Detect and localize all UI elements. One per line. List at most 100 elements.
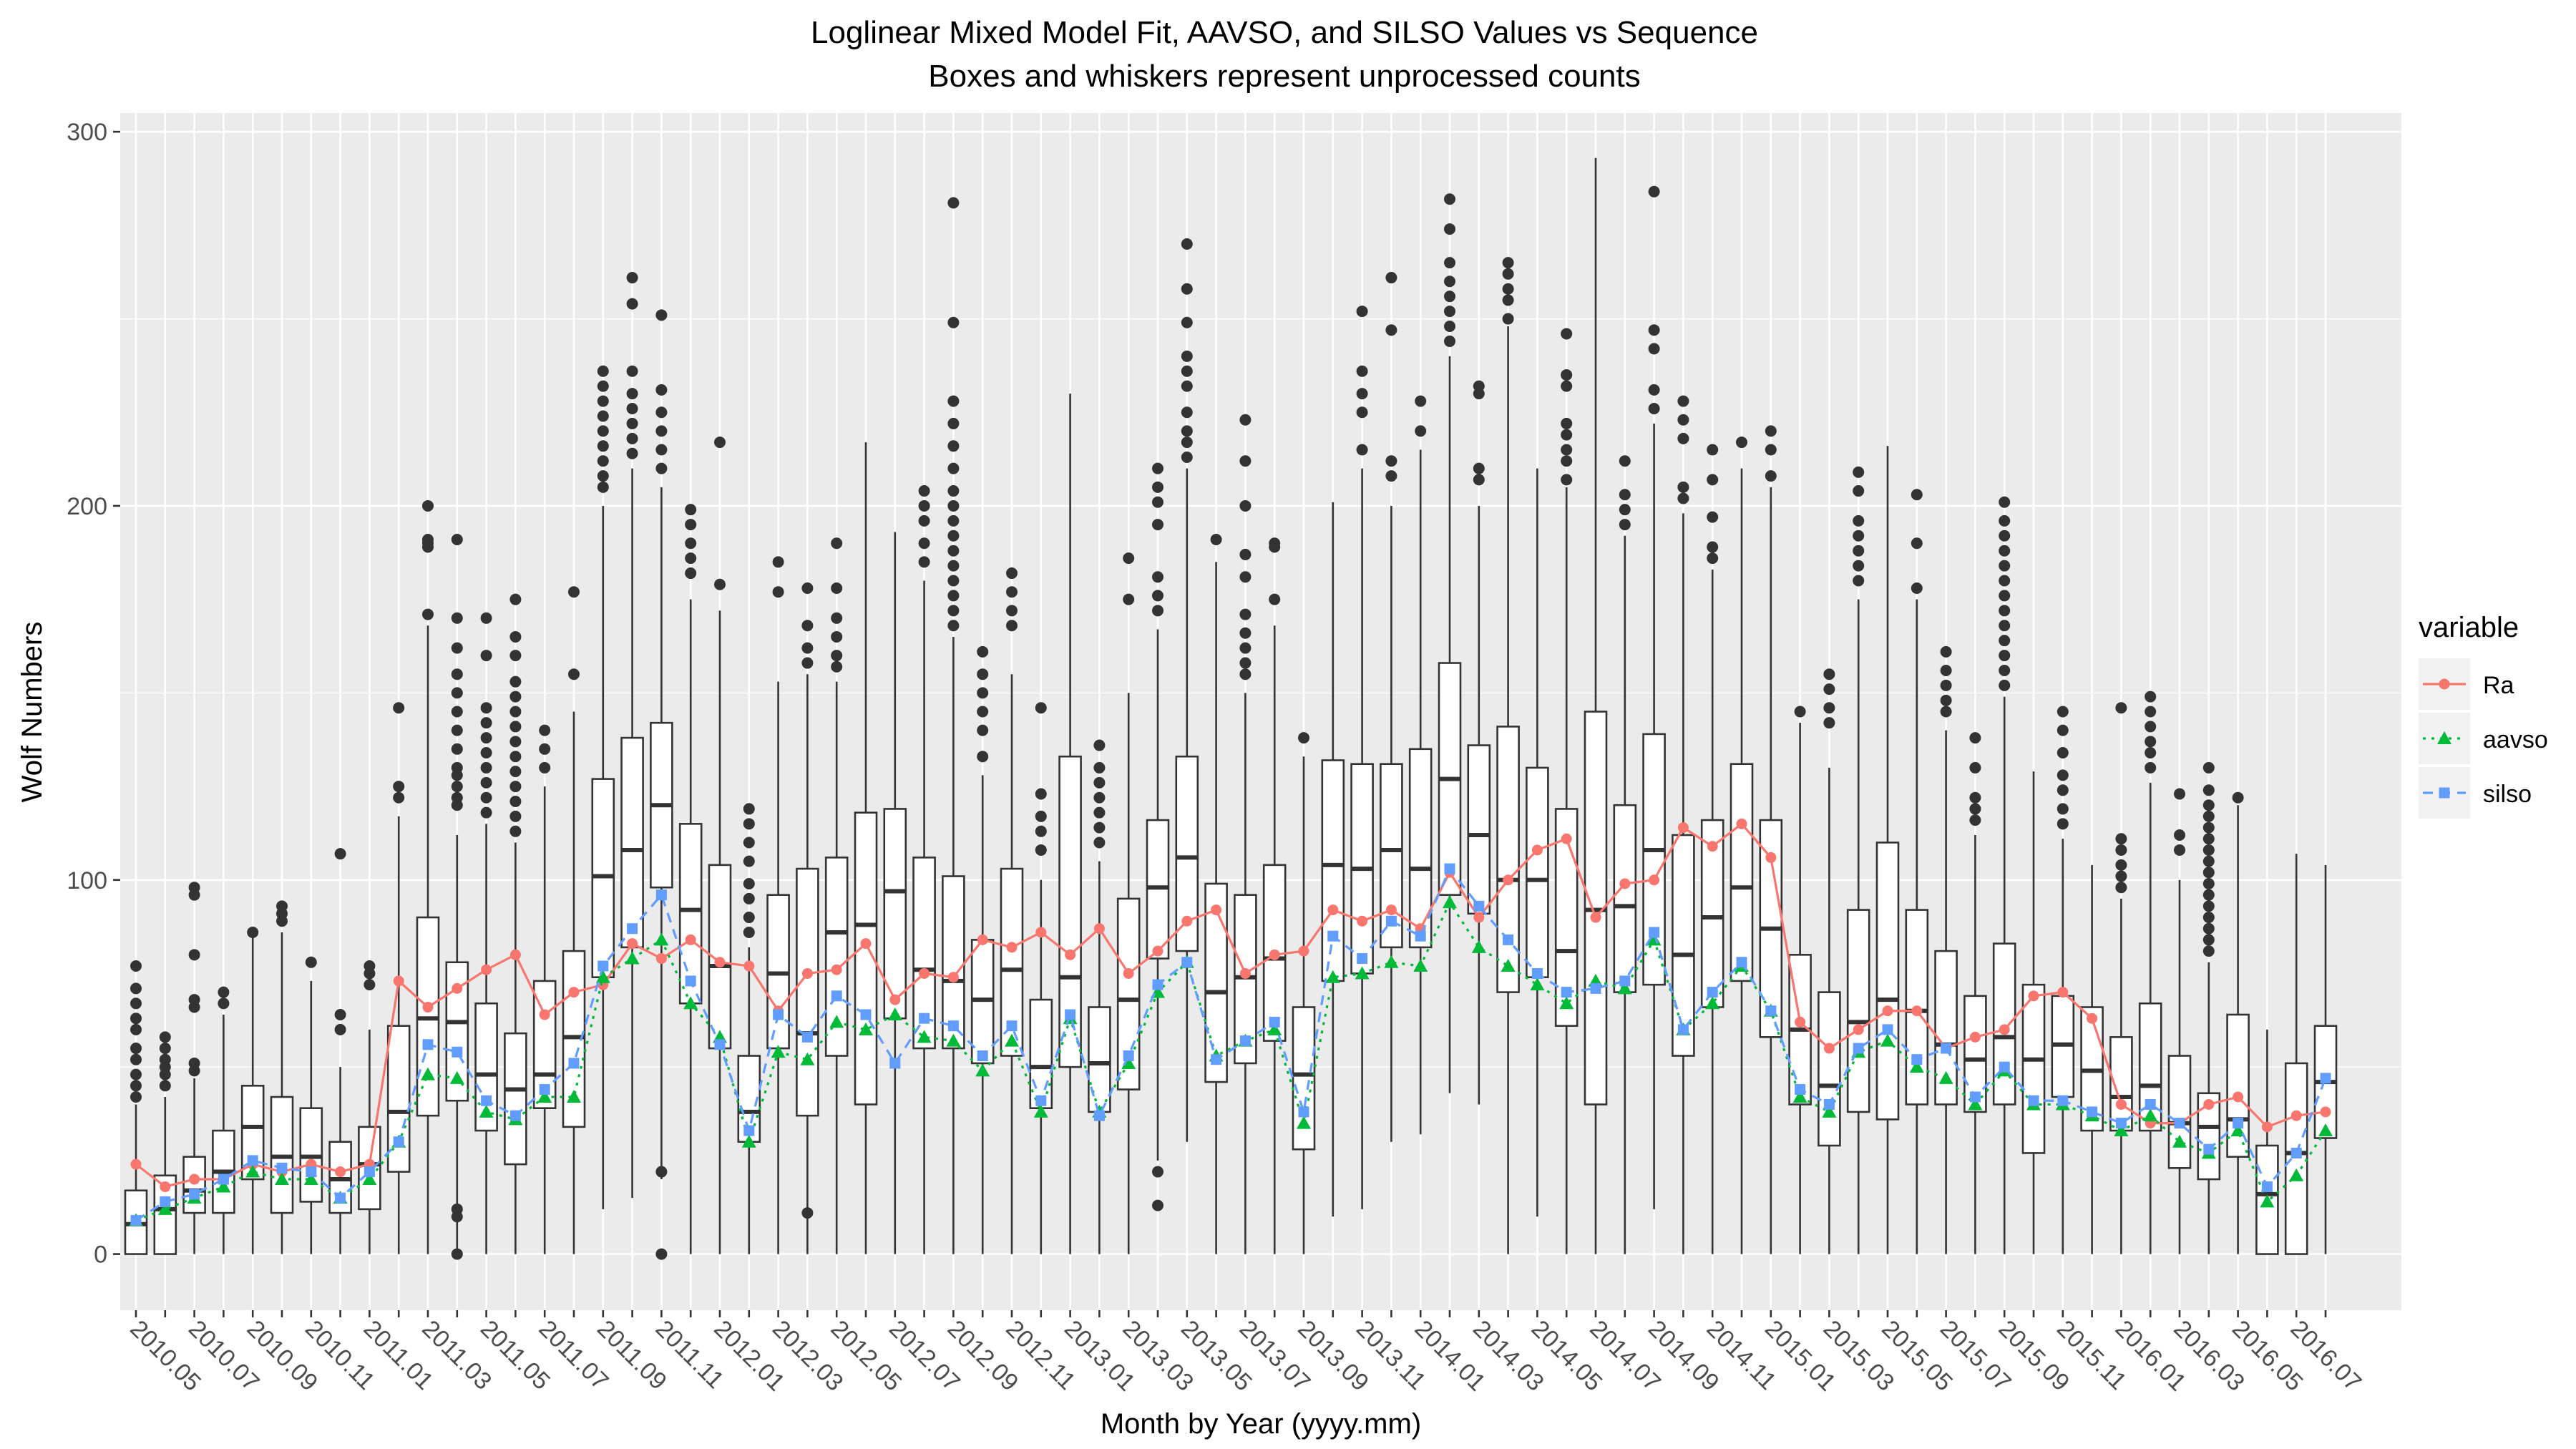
outlier-point <box>1619 504 1631 516</box>
outlier-point <box>977 724 989 736</box>
y-tick-label: 300 <box>67 119 107 146</box>
outlier-point <box>188 882 200 894</box>
outlier-point <box>1415 425 1427 437</box>
outlier-point <box>1940 706 1952 718</box>
series-point <box>1765 1005 1777 1017</box>
series-point <box>1705 996 1720 1010</box>
outlier-point <box>1093 776 1106 789</box>
series-point <box>683 996 698 1010</box>
series-point <box>1471 940 1486 953</box>
box <box>796 867 819 1117</box>
legend-label-silso: silso <box>2483 781 2532 808</box>
series-point <box>1823 1098 1835 1110</box>
outlier-point <box>1444 291 1455 303</box>
legend-label-Ra: Ra <box>2483 672 2514 699</box>
series-point <box>189 1189 200 1200</box>
outlier-point <box>539 761 551 774</box>
outlier-point <box>1561 444 1573 456</box>
outlier-point <box>1677 432 1689 444</box>
outlier-point <box>1239 608 1252 620</box>
outlier-point <box>626 298 638 310</box>
outlier-point <box>1707 541 1719 553</box>
outlier-point <box>1911 489 1923 501</box>
outlier-point <box>685 537 697 550</box>
outlier-point <box>2145 761 2157 774</box>
outlier-point <box>1239 668 1252 680</box>
outlier-point <box>2057 818 2069 830</box>
outlier-point <box>1444 321 1455 333</box>
outlier-point <box>1006 620 1018 632</box>
chart-title: Loglinear Mixed Model Fit, AAVSO, and SI… <box>811 15 1758 50</box>
outlier-point <box>1356 406 1368 419</box>
outlier-point <box>1473 380 1485 392</box>
outlier-point <box>509 736 522 748</box>
outlier-point <box>1999 650 2011 662</box>
series-point <box>1152 979 1163 990</box>
outlier-point <box>1969 803 1981 815</box>
series-point <box>157 1201 172 1215</box>
outlier-point <box>480 747 492 759</box>
outlier-point <box>831 537 843 550</box>
outlier-point <box>509 781 522 793</box>
outlier-point <box>451 743 463 755</box>
outlier-point <box>2202 784 2215 796</box>
outlier-point <box>685 504 697 516</box>
outlier-point <box>451 781 463 793</box>
outlier-point <box>1736 436 1747 449</box>
outlier-point <box>2145 691 2157 703</box>
outlier-point <box>1502 268 1514 280</box>
outlier-point <box>480 791 492 804</box>
outlier-point <box>2202 877 2215 889</box>
outlier-point <box>1356 306 1368 318</box>
series-point <box>625 951 640 965</box>
outlier-point <box>1999 530 2011 542</box>
outlier-point <box>1298 732 1309 744</box>
series-point <box>1297 1116 1311 1129</box>
series-point <box>1181 957 1193 968</box>
outlier-point <box>1152 462 1163 474</box>
outlier-point <box>1152 590 1163 602</box>
outlier-point <box>947 395 960 407</box>
outlier-point <box>743 855 755 867</box>
outlier-point <box>480 612 492 624</box>
series-point <box>773 1009 784 1020</box>
outlier-point <box>772 586 784 598</box>
outlier-point <box>1444 306 1455 318</box>
outlier-point <box>597 440 609 452</box>
outlier-point <box>947 530 960 542</box>
series-point <box>1121 1055 1136 1069</box>
outlier-point <box>1911 582 1923 594</box>
box <box>2167 1055 2192 1169</box>
outlier-point <box>1853 485 1865 497</box>
series-point <box>1677 1024 1689 1035</box>
outlier-point <box>831 650 843 662</box>
outlier-point <box>947 575 960 587</box>
series-point <box>1561 833 1572 844</box>
outlier-point <box>977 751 989 763</box>
series-point <box>1503 874 1514 886</box>
series-point <box>1385 904 1397 916</box>
outlier-point <box>1356 365 1368 377</box>
outlier-point <box>1648 324 1660 336</box>
outlier-point <box>480 702 492 714</box>
outlier-point <box>1561 369 1573 381</box>
plot-panel <box>120 113 2401 1310</box>
series-point <box>2174 1118 2185 1129</box>
outlier-point <box>451 761 463 774</box>
series-point <box>160 1196 171 1207</box>
series-point <box>685 975 696 987</box>
outlier-point <box>480 732 492 744</box>
outlier-point <box>947 499 960 512</box>
outlier-point <box>188 994 200 1006</box>
series-point <box>1035 1095 1047 1106</box>
outlier-point <box>2202 889 2215 901</box>
series-point <box>1093 1110 1105 1121</box>
outlier-point <box>2202 934 2215 946</box>
series-point <box>216 1179 231 1193</box>
series-point <box>800 1052 815 1065</box>
x-axis: 2010.052010.072010.092010.112011.012011.… <box>125 1310 2366 1397</box>
outlier-point <box>130 1013 142 1025</box>
series-line-silso <box>135 866 2327 1221</box>
outlier-point <box>1765 425 1777 437</box>
outlier-point <box>1823 668 1835 680</box>
